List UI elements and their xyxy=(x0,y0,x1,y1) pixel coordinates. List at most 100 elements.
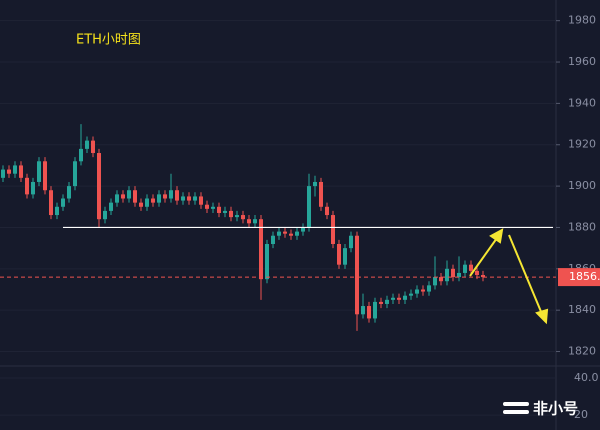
candle-body xyxy=(421,289,425,292)
candle-body xyxy=(367,306,371,319)
candle-body xyxy=(373,301,377,319)
arrows xyxy=(469,228,549,325)
candle-body xyxy=(217,206,221,213)
candle-body xyxy=(103,210,107,220)
candle-body xyxy=(277,231,281,236)
candle-body xyxy=(409,293,413,296)
y-tick-label: 1840 xyxy=(568,303,596,316)
candle-body xyxy=(97,153,101,220)
candle-body xyxy=(187,196,191,201)
arrow-head xyxy=(535,308,549,325)
candle-body xyxy=(157,194,161,203)
candle-body xyxy=(169,190,173,199)
candle-body xyxy=(481,275,485,278)
candle-body xyxy=(19,165,23,178)
plot xyxy=(0,20,556,416)
candle-body xyxy=(451,268,455,278)
candle-body xyxy=(319,181,323,207)
volume-tick-label: 40.0 xyxy=(574,371,599,384)
y-tick-label: 1820 xyxy=(568,345,596,358)
candle-body xyxy=(271,235,275,244)
y-tick-label: 1900 xyxy=(568,179,596,192)
watermark: 非小号 xyxy=(533,400,578,418)
candle-body xyxy=(67,186,71,199)
candle-body xyxy=(121,194,125,199)
candle-body xyxy=(325,206,329,216)
candle-body xyxy=(151,198,155,203)
candle-body xyxy=(469,264,473,271)
candle-body xyxy=(349,235,353,249)
candle-body xyxy=(355,235,359,315)
candle-body xyxy=(343,248,347,265)
candle-body xyxy=(391,297,395,300)
y-tick-label: 1960 xyxy=(568,55,596,68)
candle-body xyxy=(463,264,467,273)
candle-body xyxy=(445,268,449,282)
candle-body xyxy=(475,270,479,276)
chart-title: ETH小时图 xyxy=(76,33,141,48)
candle-body xyxy=(139,202,143,207)
volume-tick-label: 20 xyxy=(574,408,588,421)
candle-body xyxy=(55,206,59,216)
candle-body xyxy=(427,285,431,292)
candle-body xyxy=(133,190,137,203)
candle-body xyxy=(145,198,149,207)
candle-body xyxy=(361,306,365,315)
candle-body xyxy=(295,231,299,236)
candle-body xyxy=(385,299,389,304)
logo-bar xyxy=(503,410,529,414)
candle-body xyxy=(49,190,53,216)
candle-body xyxy=(43,161,47,191)
candle-body xyxy=(73,161,77,187)
y-tick-label: 1980 xyxy=(568,14,596,27)
logo-bar xyxy=(503,402,529,406)
candle-body xyxy=(379,301,383,304)
candle-body xyxy=(247,219,251,224)
watermark-logo: 非小号 xyxy=(503,400,578,418)
candle-body xyxy=(127,190,131,199)
candle-body xyxy=(31,181,35,195)
candle-body xyxy=(79,148,83,162)
last-price-tag xyxy=(558,268,600,287)
candle-body xyxy=(199,196,203,205)
candle-body xyxy=(433,277,437,286)
candle-body xyxy=(259,219,263,280)
candle-body xyxy=(115,194,119,203)
candle-body xyxy=(457,272,461,278)
candle-body xyxy=(283,231,287,234)
candle-body xyxy=(337,244,341,265)
candle-body xyxy=(265,244,269,280)
candle-body xyxy=(85,140,89,149)
candle-body xyxy=(403,295,407,300)
candle-body xyxy=(241,215,245,220)
candle-body xyxy=(211,206,215,209)
candle-body xyxy=(25,177,29,195)
candle-body xyxy=(289,233,293,236)
y-tick-label: 1920 xyxy=(568,138,596,151)
candle-body xyxy=(415,289,419,294)
candle-body xyxy=(439,277,443,282)
arrow-up xyxy=(469,237,498,277)
candle-body xyxy=(193,196,197,201)
y-tick-label: 1940 xyxy=(568,96,596,109)
candle-body xyxy=(313,181,317,187)
candle-body xyxy=(37,161,41,182)
candle-body xyxy=(13,165,17,174)
candle-body xyxy=(163,194,167,199)
candle-body xyxy=(175,190,179,201)
candle-body xyxy=(397,297,401,300)
candle-body xyxy=(109,202,113,211)
last-price-label: 1856. xyxy=(569,270,600,283)
candle-body xyxy=(61,198,65,207)
candle-body xyxy=(91,140,95,154)
candle-body xyxy=(205,204,209,209)
y-tick-label: 1880 xyxy=(568,220,596,233)
candle-body xyxy=(229,210,233,218)
candle-body xyxy=(301,227,305,232)
candle-body xyxy=(307,186,311,228)
candle-body xyxy=(253,219,257,224)
candle-body xyxy=(331,215,335,244)
candle-body xyxy=(1,169,5,178)
